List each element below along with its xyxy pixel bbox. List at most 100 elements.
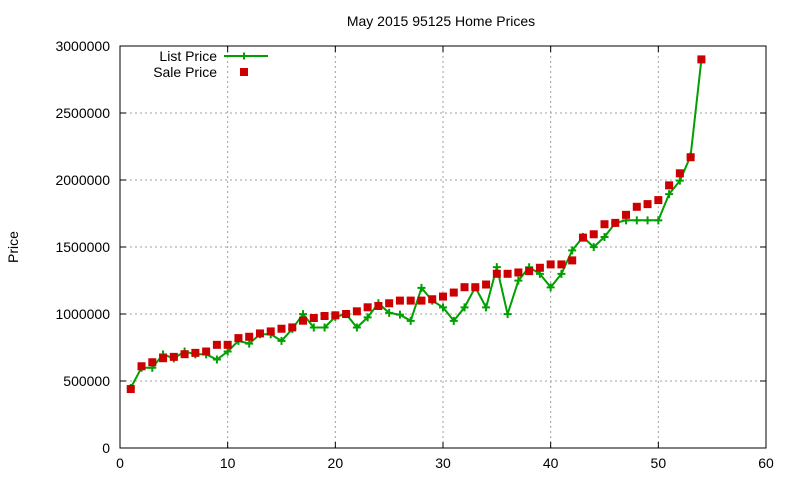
list-price-point — [460, 303, 469, 312]
list-price-point — [212, 355, 221, 364]
x-tick-label: 50 — [651, 455, 667, 471]
sale-price-point — [503, 269, 512, 278]
list-price-point — [665, 190, 674, 199]
list-price-point — [320, 323, 329, 332]
sale-price-point — [374, 301, 383, 310]
list-price-point — [654, 216, 663, 225]
x-tick-label: 10 — [220, 455, 236, 471]
sale-price-point — [665, 181, 674, 190]
sale-price-point — [578, 233, 587, 242]
list-price-point — [245, 339, 254, 348]
sale-price-point — [385, 299, 394, 308]
list-price-point — [482, 303, 491, 312]
y-tick-label: 1000000 — [55, 306, 110, 322]
list-price-point — [277, 336, 286, 345]
list-price-point — [439, 303, 447, 312]
sale-price-point — [697, 55, 706, 64]
sale-price-point — [525, 267, 534, 276]
list-price-point — [632, 216, 641, 225]
list-price-point — [417, 283, 426, 292]
sale-price-point — [557, 260, 566, 269]
plot-frame — [119, 45, 767, 449]
sale-price-point — [223, 340, 232, 349]
list-price-point — [600, 232, 609, 241]
list-price-point — [492, 263, 501, 272]
list-price-point — [643, 216, 652, 225]
y-tick-label: 2000000 — [55, 172, 110, 188]
sale-price-point — [137, 362, 146, 371]
y-tick-label: 3000000 — [55, 38, 110, 54]
sale-price-point — [535, 263, 544, 272]
x-tick-label: 40 — [543, 455, 559, 471]
legend: List Price Sale Price — [153, 48, 268, 80]
list-price-point — [385, 308, 394, 317]
sale-price-point — [449, 288, 458, 297]
list-price-point — [675, 176, 684, 185]
sale-price-point — [169, 352, 178, 361]
sale-price-point — [406, 296, 415, 305]
sale-price-point — [212, 340, 221, 349]
grid — [120, 46, 766, 448]
sale-price-point — [126, 385, 135, 394]
legend-plus-marker — [240, 52, 248, 60]
list-price-point — [589, 243, 598, 252]
sale-price-point — [643, 200, 652, 209]
x-tick-label: 60 — [758, 455, 774, 471]
x-tick-label: 20 — [328, 455, 344, 471]
sale-price-point — [266, 327, 275, 336]
sale-price-point — [234, 334, 243, 343]
sale-price-point — [255, 329, 264, 338]
list-price-point — [395, 310, 404, 319]
sale-price-point — [622, 210, 631, 219]
series-line-list-price — [129, 59, 703, 389]
legend-label-sale-price: Sale Price — [153, 64, 217, 80]
sale-price-point — [191, 348, 200, 357]
list-price-point — [557, 269, 566, 278]
sale-price-point — [600, 220, 609, 229]
sale-price-point — [277, 324, 286, 333]
sale-price-point — [288, 323, 297, 332]
sale-price-point — [492, 269, 501, 278]
sale-price-point — [439, 292, 447, 301]
sale-price-point — [180, 350, 189, 359]
sale-price-point — [589, 230, 598, 239]
plot-area — [126, 55, 706, 394]
legend-label-list-price: List Price — [159, 48, 217, 64]
chart-title: May 2015 95125 Home Prices — [347, 13, 535, 29]
sale-price-point — [320, 312, 329, 321]
list-price-point — [363, 313, 372, 322]
x-tick-label: 30 — [435, 455, 451, 471]
list-price-point — [546, 283, 555, 292]
x-tick-label: 0 — [116, 455, 124, 471]
sale-price-point — [514, 268, 523, 277]
sale-price-point — [611, 218, 620, 227]
list-price-point — [514, 276, 523, 285]
list-price-point — [352, 323, 361, 332]
y-tick-label: 1500000 — [55, 239, 110, 255]
sale-price-point — [342, 310, 351, 318]
list-price-point — [503, 310, 512, 319]
sale-price-point — [245, 332, 254, 341]
y-tick-label: 500000 — [63, 373, 110, 389]
sale-price-point — [428, 295, 437, 304]
sale-price-point — [675, 169, 684, 178]
sale-price-point — [482, 280, 491, 289]
sale-price-point — [568, 256, 577, 265]
legend-square-marker — [240, 68, 248, 76]
list-price-point — [223, 347, 232, 356]
sale-price-point — [632, 202, 641, 211]
sale-price-point — [148, 358, 157, 367]
list-price-point — [449, 316, 458, 325]
sale-price-point — [460, 283, 469, 292]
y-tick-label: 2500000 — [55, 105, 110, 121]
sale-price-point — [471, 283, 480, 292]
sale-price-point — [309, 314, 318, 323]
tick-labels: 0 10 20 30 40 50 60 0 500000 1000000 1500000 200000… — [55, 38, 774, 471]
sale-price-point — [352, 307, 361, 316]
sale-price-point — [417, 296, 426, 305]
sale-price-point — [299, 316, 308, 325]
sale-price-point — [686, 153, 695, 162]
list-price-point — [406, 316, 415, 325]
y-axis-label: Price — [5, 231, 21, 263]
